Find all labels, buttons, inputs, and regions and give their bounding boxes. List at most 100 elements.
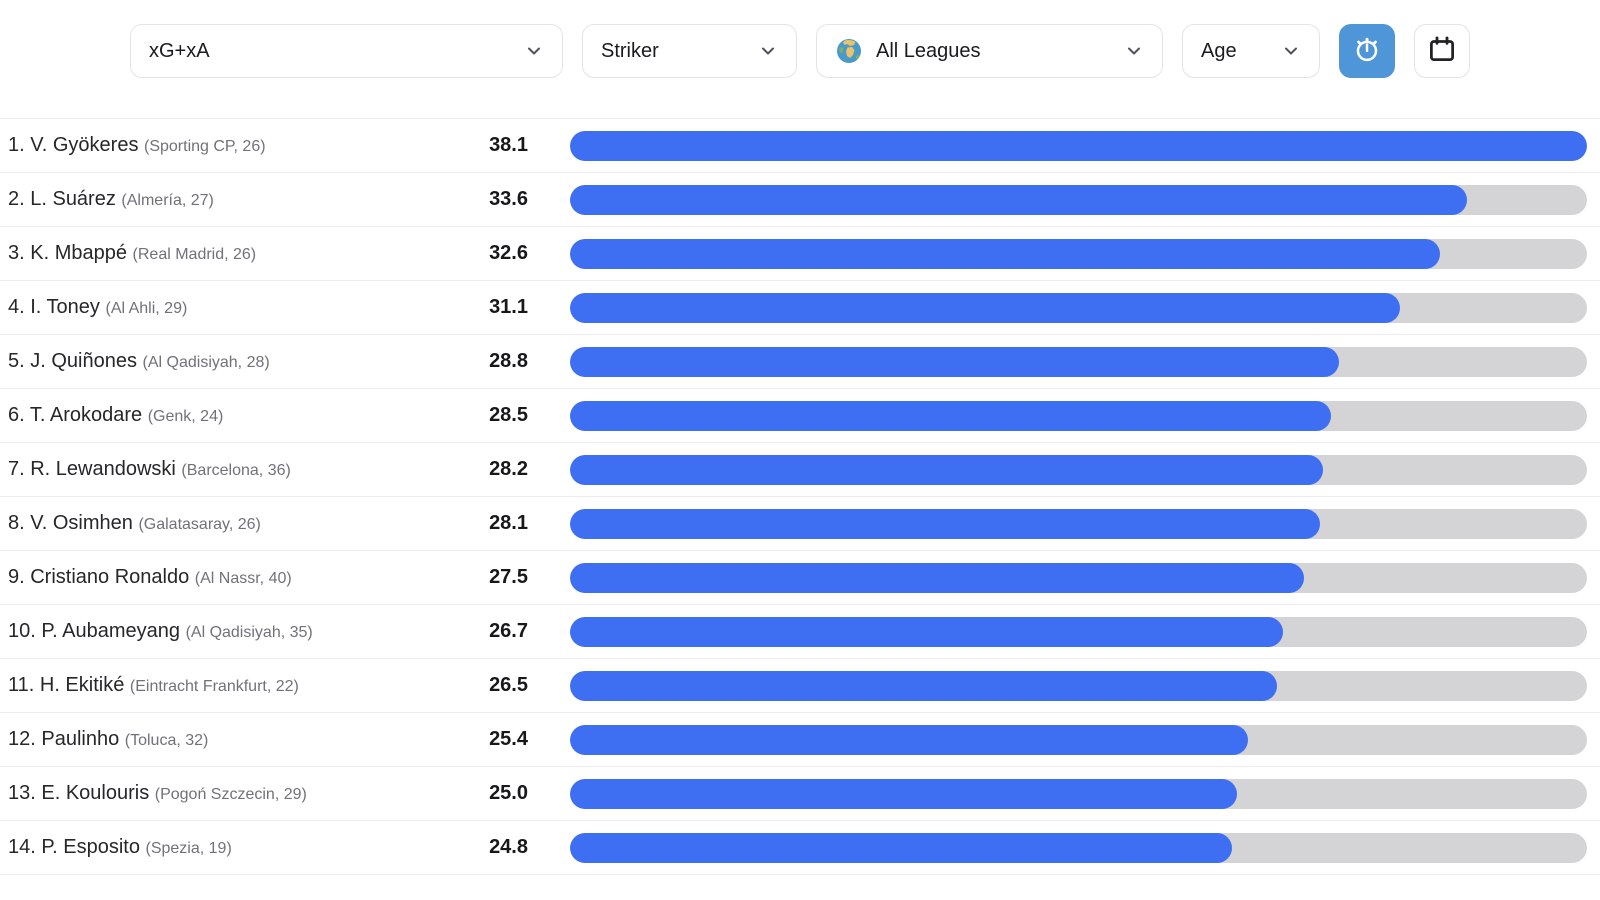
chevron-down-icon [1124, 41, 1144, 61]
calendar-icon [1427, 34, 1457, 69]
player-club-age: (Toluca, 32) [124, 732, 209, 749]
league-dropdown-value: All Leagues [876, 39, 981, 62]
player-name: 5. J. Quiñones (Al Qadisiyah, 28) [8, 350, 440, 373]
player-value: 27.5 [489, 566, 528, 588]
metric-dropdown[interactable]: xG+xA [130, 24, 563, 78]
table-row: 14. P. Esposito (Spezia, 19) 24.8 [0, 821, 1600, 875]
bar-fill [570, 184, 1467, 215]
player-rank-name: 5. J. Quiñones [8, 350, 143, 372]
table-row: 5. J. Quiñones (Al Qadisiyah, 28) 28.8 [0, 335, 1600, 389]
bar-track [570, 238, 1587, 269]
bar-fill [570, 778, 1238, 809]
age-dropdown[interactable]: Age [1182, 24, 1320, 78]
player-name: 13. E. Koulouris (Pogoń Szczecin, 29) [8, 782, 440, 805]
table-row: 9. Cristiano Ronaldo (Al Nassr, 40) 27.5 [0, 551, 1600, 605]
player-club-age: (Genk, 24) [147, 408, 224, 425]
player-rank-name: 7. R. Lewandowski [8, 458, 182, 480]
bar-track [570, 184, 1587, 215]
player-name: 14. P. Esposito (Spezia, 19) [8, 836, 440, 859]
player-name: 11. H. Ekitiké (Eintracht Frankfurt, 22) [8, 674, 440, 697]
league-dropdown[interactable]: All Leagues [816, 24, 1163, 78]
player-rank-name: 2. L. Suárez [8, 188, 122, 210]
chevron-down-icon [524, 41, 544, 61]
player-rank-name: 10. P. Aubameyang [8, 620, 186, 642]
player-rank-name: 13. E. Koulouris [8, 782, 155, 804]
bar-fill [570, 346, 1339, 377]
player-club-age: (Al Qadisiyah, 28) [142, 354, 270, 371]
player-rank-name: 9. Cristiano Ronaldo [8, 566, 195, 588]
position-dropdown[interactable]: Striker [582, 24, 797, 78]
player-club-age: (Eintracht Frankfurt, 22) [129, 678, 299, 695]
bar-track [570, 508, 1587, 539]
bar-track [570, 130, 1587, 161]
player-value: 33.6 [489, 188, 528, 210]
stopwatch-icon [1352, 34, 1382, 69]
bar-track [570, 346, 1587, 377]
table-row: 2. L. Suárez (Almería, 27) 33.6 [0, 173, 1600, 227]
player-rank-name: 14. P. Esposito [8, 836, 146, 858]
player-rank-name: 4. I. Toney [8, 296, 106, 318]
table-row: 6. T. Arokodare (Genk, 24) 28.5 [0, 389, 1600, 443]
player-name: 2. L. Suárez (Almería, 27) [8, 188, 440, 211]
metric-dropdown-value: xG+xA [149, 39, 210, 62]
bar-fill [570, 616, 1283, 647]
player-name: 10. P. Aubameyang (Al Qadisiyah, 35) [8, 620, 440, 643]
player-club-age: (Al Ahli, 29) [105, 300, 188, 317]
calendar-button[interactable] [1414, 24, 1470, 78]
bar-track [570, 616, 1587, 647]
player-club-age: (Pogoń Szczecin, 29) [154, 786, 307, 803]
player-value: 24.8 [489, 836, 528, 858]
filter-toolbar: xG+xA Striker All Leagues Age [0, 24, 1600, 78]
bar-fill [570, 130, 1587, 161]
player-name: 12. Paulinho (Toluca, 32) [8, 728, 440, 751]
player-rank-name: 6. T. Arokodare [8, 404, 148, 426]
player-club-age: (Al Qadisiyah, 35) [185, 624, 313, 641]
player-value: 38.1 [489, 134, 528, 156]
table-row: 11. H. Ekitiké (Eintracht Frankfurt, 22)… [0, 659, 1600, 713]
player-name: 4. I. Toney (Al Ahli, 29) [8, 296, 440, 319]
player-name: 8. V. Osimhen (Galatasaray, 26) [8, 512, 440, 535]
player-name: 6. T. Arokodare (Genk, 24) [8, 404, 440, 427]
player-value: 28.8 [489, 350, 528, 372]
bar-fill [570, 670, 1278, 701]
bar-track [570, 292, 1587, 323]
bar-fill [570, 454, 1323, 485]
bar-fill [570, 562, 1305, 593]
player-club-age: (Al Nassr, 40) [194, 570, 292, 587]
player-name: 1. V. Gyökeres (Sporting CP, 26) [8, 134, 440, 157]
bar-fill [570, 724, 1249, 755]
player-name: 7. R. Lewandowski (Barcelona, 36) [8, 458, 440, 481]
table-row: 7. R. Lewandowski (Barcelona, 36) 28.2 [0, 443, 1600, 497]
player-club-age: (Barcelona, 36) [181, 462, 291, 479]
table-row: 12. Paulinho (Toluca, 32) 25.4 [0, 713, 1600, 767]
bar-track [570, 778, 1587, 809]
timer-button[interactable] [1339, 24, 1395, 78]
bar-track [570, 400, 1587, 431]
bar-track [570, 454, 1587, 485]
bar-track [570, 724, 1587, 755]
player-club-age: (Almería, 27) [121, 192, 214, 209]
player-value: 26.7 [489, 620, 528, 642]
player-value: 32.6 [489, 242, 528, 264]
bar-fill [570, 832, 1232, 863]
table-row: 10. P. Aubameyang (Al Qadisiyah, 35) 26.7 [0, 605, 1600, 659]
bar-fill [570, 508, 1321, 539]
player-value: 28.1 [489, 512, 528, 534]
bar-fill [570, 238, 1441, 269]
table-row: 3. K. Mbappé (Real Madrid, 26) 32.6 [0, 227, 1600, 281]
bar-fill [570, 292, 1401, 323]
player-value: 31.1 [489, 296, 528, 318]
table-row: 1. V. Gyökeres (Sporting CP, 26) 38.1 [0, 119, 1600, 173]
bar-track [570, 562, 1587, 593]
player-rank-name: 11. H. Ekitiké [8, 674, 130, 696]
age-dropdown-value: Age [1201, 39, 1237, 62]
player-club-age: (Galatasaray, 26) [138, 516, 261, 533]
player-club-age: (Real Madrid, 26) [132, 246, 257, 263]
chevron-down-icon [1281, 41, 1301, 61]
player-club-age: (Spezia, 19) [145, 840, 232, 857]
player-rank-name: 1. V. Gyökeres [8, 134, 144, 156]
player-ranking-list: 1. V. Gyökeres (Sporting CP, 26) 38.1 2. L… [0, 118, 1600, 875]
position-dropdown-value: Striker [601, 39, 659, 62]
bar-track [570, 832, 1587, 863]
player-name: 9. Cristiano Ronaldo (Al Nassr, 40) [8, 566, 440, 589]
